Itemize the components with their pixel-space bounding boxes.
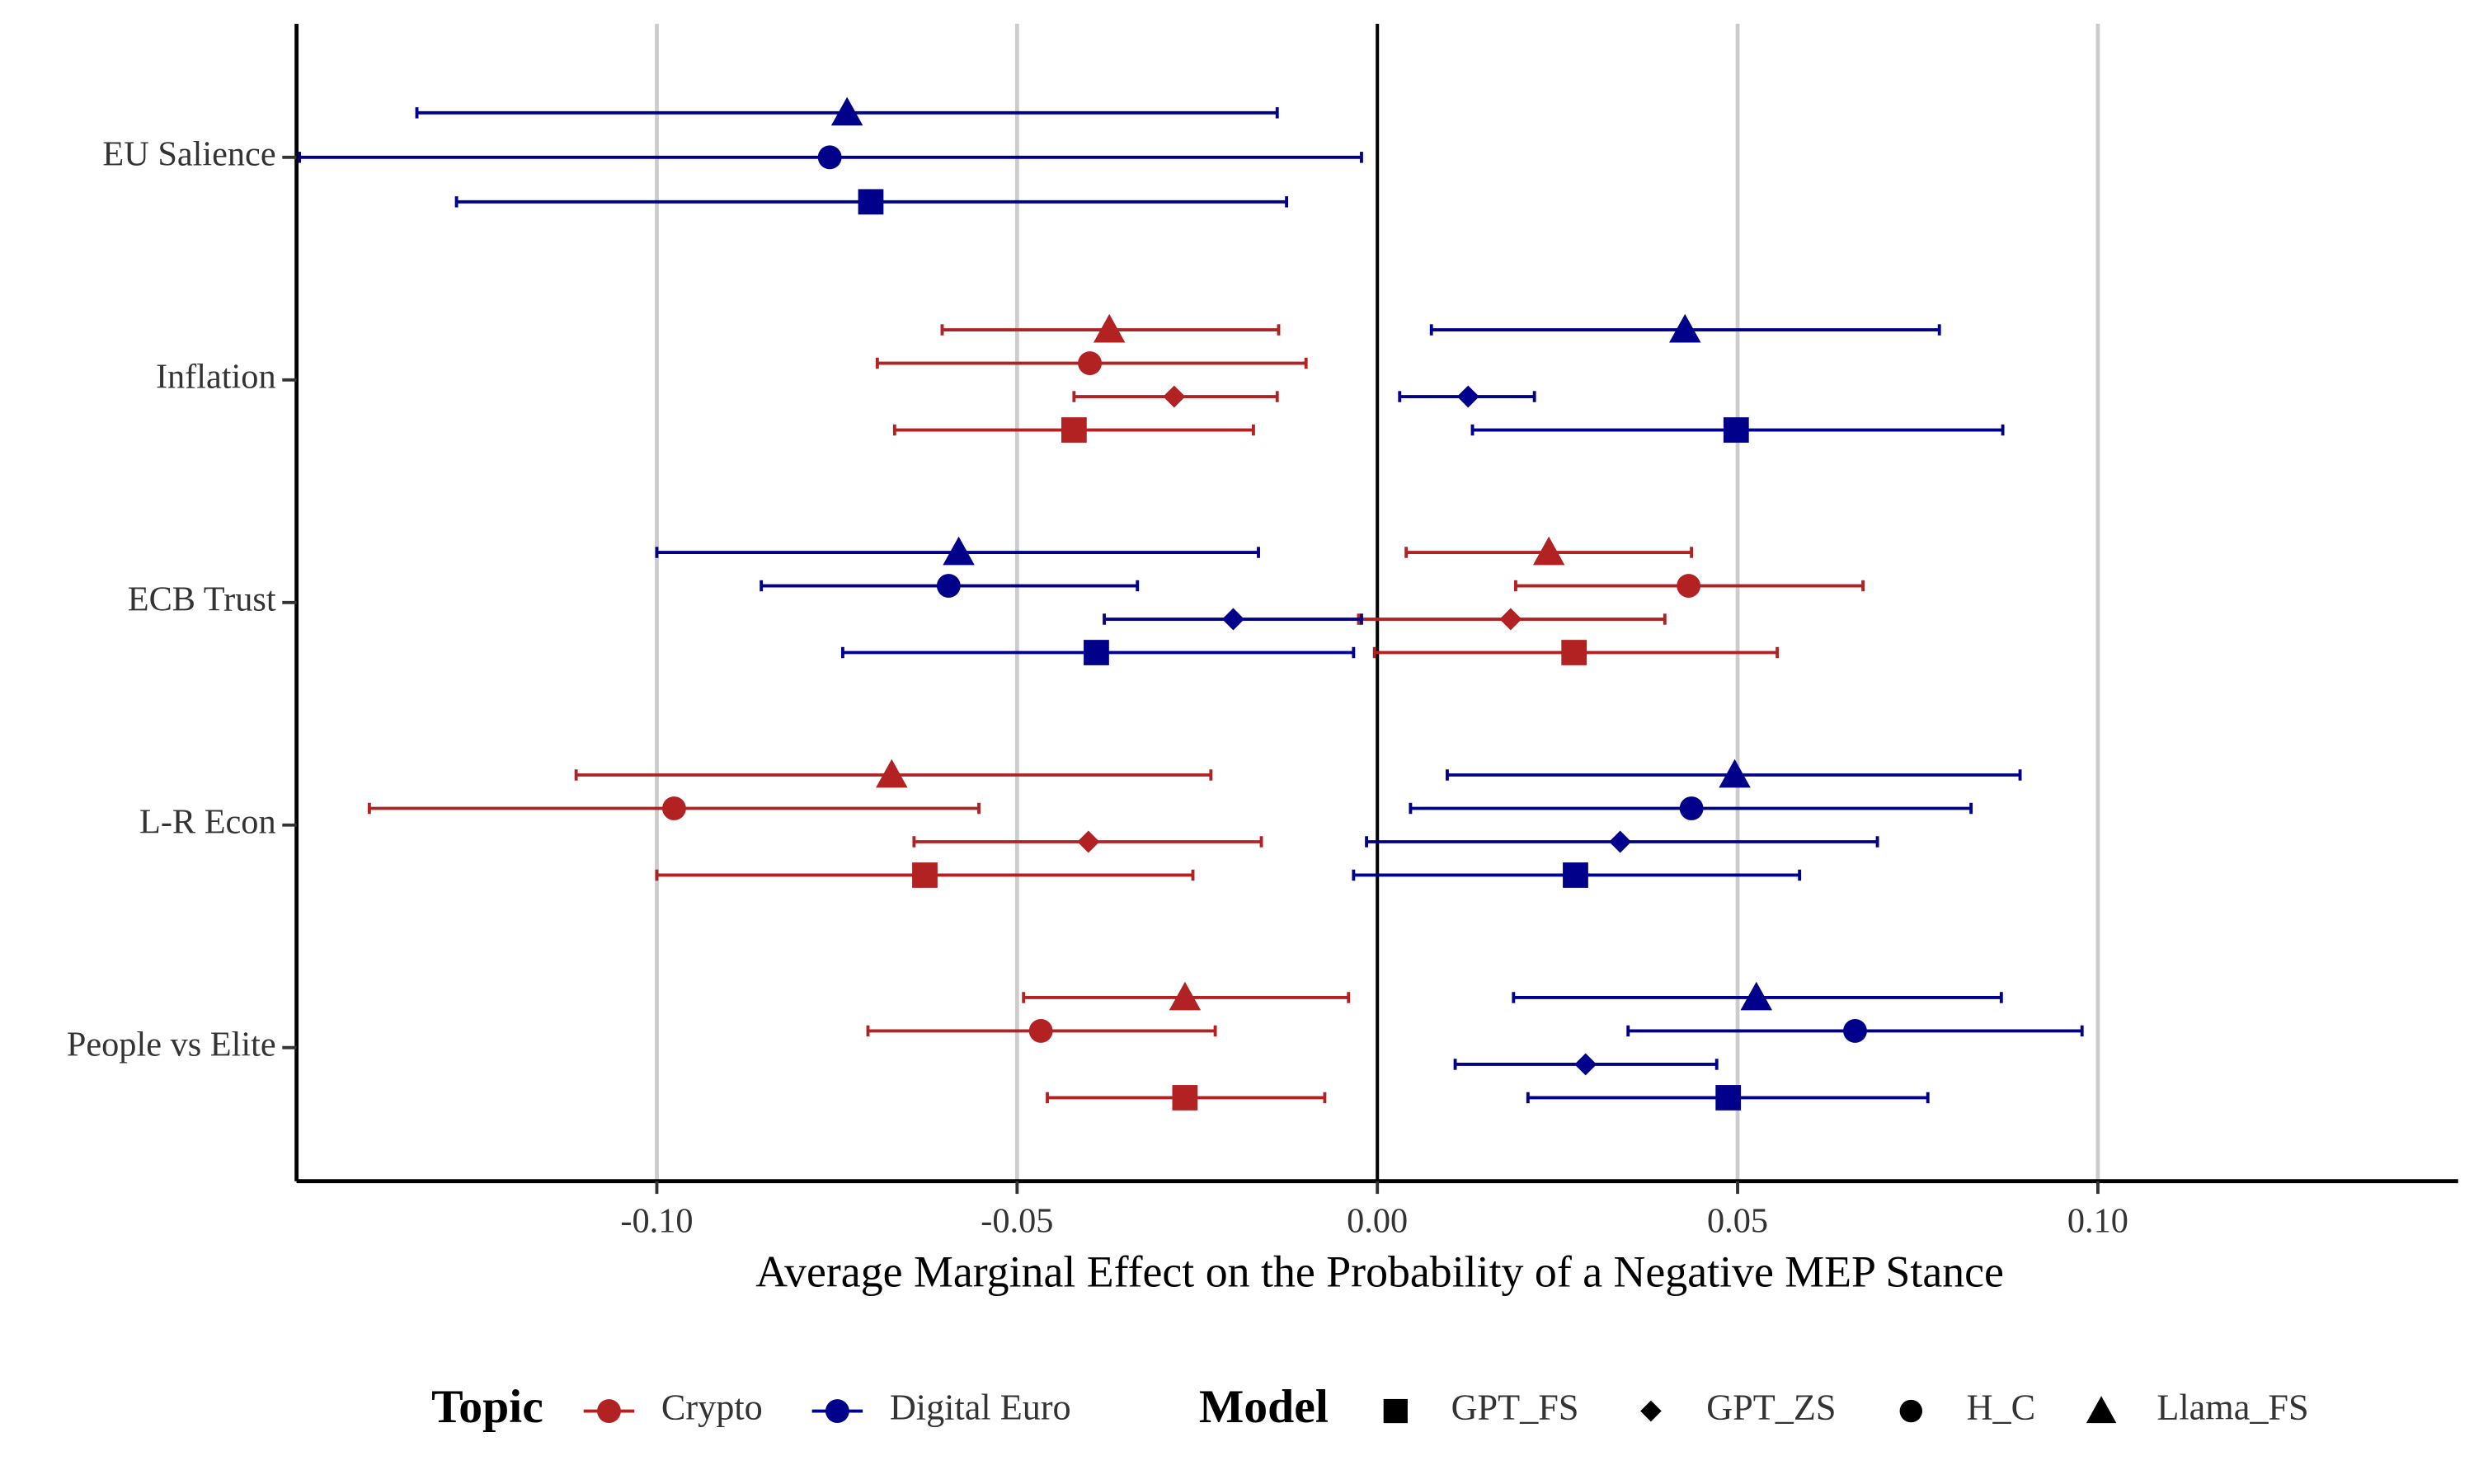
point bbox=[943, 536, 975, 566]
point bbox=[1028, 1019, 1053, 1043]
point bbox=[876, 758, 908, 788]
point bbox=[1561, 640, 1587, 665]
point bbox=[1723, 417, 1749, 443]
point bbox=[1843, 1019, 1867, 1043]
legend-key bbox=[2086, 1396, 2117, 1424]
point bbox=[1456, 385, 1479, 408]
point bbox=[1740, 981, 1772, 1011]
point bbox=[1093, 313, 1126, 343]
point bbox=[1609, 830, 1632, 853]
point bbox=[1563, 862, 1588, 888]
point bbox=[1084, 640, 1109, 665]
point bbox=[912, 862, 938, 888]
y-tick-label: People vs Elite bbox=[67, 1025, 276, 1064]
x-axis-title: Average Marginal Effect on the Probabili… bbox=[755, 1247, 2004, 1296]
legend-label: Crypto bbox=[661, 1388, 763, 1428]
point bbox=[1532, 536, 1565, 566]
point bbox=[1677, 574, 1701, 598]
legend-key bbox=[1383, 1398, 1408, 1424]
point bbox=[936, 574, 961, 598]
point bbox=[1169, 981, 1202, 1011]
point bbox=[1719, 758, 1751, 788]
y-tick-label: ECB Trust bbox=[128, 580, 276, 618]
point bbox=[1221, 608, 1244, 631]
legend-key bbox=[1899, 1399, 1923, 1423]
point bbox=[830, 96, 863, 126]
x-tick-label: 0.00 bbox=[1347, 1201, 1408, 1240]
point bbox=[1077, 830, 1100, 853]
point bbox=[1715, 1085, 1742, 1111]
point bbox=[858, 189, 884, 215]
legend-title: Topic bbox=[431, 1381, 543, 1433]
point bbox=[1574, 1053, 1597, 1076]
legend-label: Llama_FS bbox=[2157, 1388, 2308, 1428]
point bbox=[1061, 417, 1087, 443]
point bbox=[1078, 351, 1103, 375]
legend-key bbox=[825, 1399, 849, 1423]
point bbox=[817, 145, 842, 170]
legend-key bbox=[1640, 1400, 1662, 1422]
legend-title: Model bbox=[1199, 1381, 1329, 1433]
x-tick-label: 0.10 bbox=[2067, 1201, 2128, 1240]
point bbox=[1679, 796, 1704, 820]
point bbox=[1499, 608, 1522, 631]
y-tick-label: EU Salience bbox=[102, 135, 275, 174]
y-tick-label: Inflation bbox=[156, 358, 276, 397]
y-tick-label: L-R Econ bbox=[139, 802, 276, 841]
point bbox=[1172, 1085, 1198, 1111]
x-tick-label: -0.05 bbox=[981, 1201, 1053, 1240]
point bbox=[662, 796, 686, 820]
legend-label: GPT_FS bbox=[1451, 1388, 1579, 1428]
x-tick-label: 0.05 bbox=[1707, 1201, 1768, 1240]
point bbox=[1163, 385, 1186, 408]
legend-key bbox=[597, 1399, 621, 1423]
legend-label: H_C bbox=[1967, 1388, 2036, 1428]
x-tick-label: -0.10 bbox=[620, 1201, 693, 1240]
legend-label: GPT_ZS bbox=[1706, 1388, 1836, 1428]
legend-label: Digital Euro bbox=[890, 1388, 1071, 1428]
point bbox=[1669, 313, 1701, 343]
